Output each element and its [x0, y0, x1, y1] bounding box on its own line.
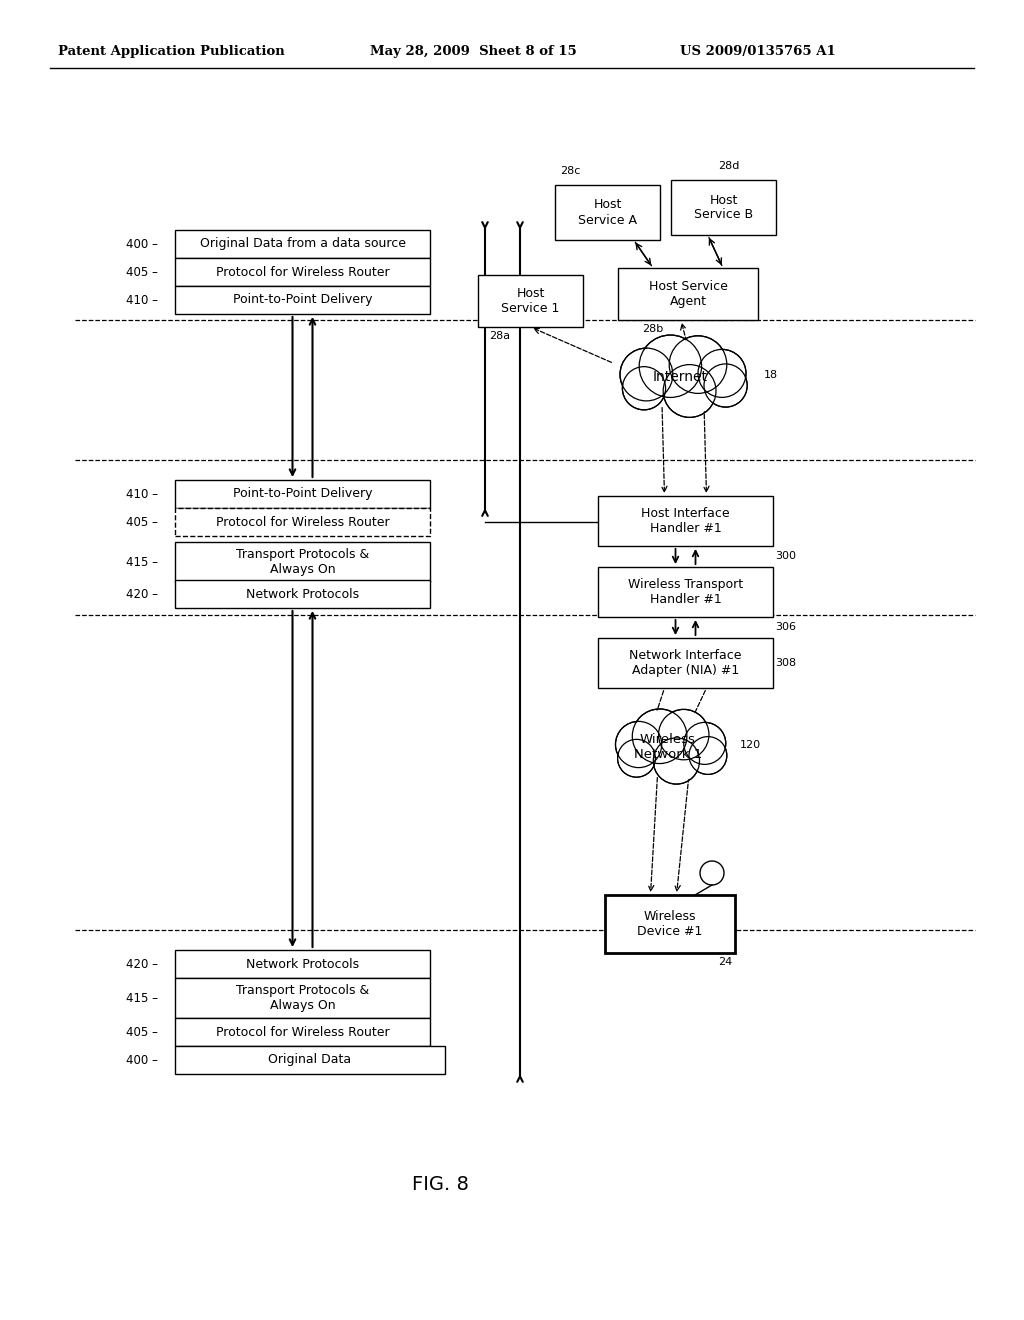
Text: Protocol for Wireless Router: Protocol for Wireless Router — [216, 516, 389, 528]
Circle shape — [690, 738, 725, 774]
Text: 308: 308 — [775, 657, 796, 668]
Circle shape — [642, 338, 699, 395]
Text: May 28, 2009  Sheet 8 of 15: May 28, 2009 Sheet 8 of 15 — [370, 45, 577, 58]
FancyBboxPatch shape — [605, 895, 735, 953]
Circle shape — [650, 350, 710, 411]
Text: 18: 18 — [764, 370, 778, 380]
Text: 405 –: 405 – — [126, 1026, 158, 1039]
Text: 420 –: 420 – — [126, 587, 158, 601]
Circle shape — [623, 350, 671, 399]
Text: Transport Protocols &
Always On: Transport Protocols & Always On — [236, 983, 369, 1012]
Text: Wireless
Network 1: Wireless Network 1 — [634, 733, 702, 762]
Text: Host Interface
Handler #1: Host Interface Handler #1 — [641, 507, 730, 535]
Text: 28d: 28d — [718, 161, 739, 172]
Text: 415 –: 415 – — [126, 991, 158, 1005]
Text: Network Protocols: Network Protocols — [246, 957, 359, 970]
Text: Protocol for Wireless Router: Protocol for Wireless Router — [216, 265, 389, 279]
FancyBboxPatch shape — [555, 185, 660, 240]
Text: Wireless Transport
Handler #1: Wireless Transport Handler #1 — [628, 578, 743, 606]
Text: Patent Application Publication: Patent Application Publication — [58, 45, 285, 58]
Circle shape — [706, 366, 745, 405]
Text: Network Protocols: Network Protocols — [246, 587, 359, 601]
Circle shape — [685, 725, 724, 763]
Circle shape — [664, 364, 716, 417]
Text: 28a: 28a — [489, 331, 511, 341]
Text: Host
Service B: Host Service B — [694, 194, 753, 222]
Text: 405 –: 405 – — [126, 265, 158, 279]
FancyBboxPatch shape — [175, 1045, 445, 1074]
FancyBboxPatch shape — [598, 568, 773, 616]
Circle shape — [623, 367, 666, 409]
FancyBboxPatch shape — [175, 230, 430, 257]
Circle shape — [653, 738, 699, 784]
Text: Host
Service 1: Host Service 1 — [502, 286, 560, 315]
Circle shape — [655, 739, 697, 783]
Circle shape — [615, 722, 662, 768]
Circle shape — [620, 348, 673, 401]
Text: 410 –: 410 – — [126, 293, 158, 306]
FancyBboxPatch shape — [175, 286, 430, 314]
Circle shape — [705, 364, 748, 407]
Text: 120: 120 — [739, 739, 761, 750]
Circle shape — [666, 367, 714, 416]
Text: FIG. 8: FIG. 8 — [412, 1176, 468, 1195]
Circle shape — [689, 737, 727, 775]
Text: 28b: 28b — [642, 323, 664, 334]
Text: Host
Service A: Host Service A — [578, 198, 637, 227]
Text: 306: 306 — [775, 622, 796, 632]
Circle shape — [620, 741, 654, 776]
Circle shape — [698, 350, 746, 397]
Text: Point-to-Point Delivery: Point-to-Point Delivery — [232, 293, 373, 306]
Text: 300: 300 — [775, 550, 796, 561]
Circle shape — [635, 711, 685, 762]
Text: Transport Protocols &
Always On: Transport Protocols & Always On — [236, 548, 369, 576]
Text: 400 –: 400 – — [126, 1053, 158, 1067]
Circle shape — [670, 335, 727, 393]
FancyBboxPatch shape — [671, 180, 776, 235]
FancyBboxPatch shape — [175, 257, 430, 286]
Text: Network Interface
Adapter (NIA) #1: Network Interface Adapter (NIA) #1 — [630, 649, 741, 677]
FancyBboxPatch shape — [478, 275, 583, 327]
Text: 420 –: 420 – — [126, 957, 158, 970]
Circle shape — [672, 338, 725, 391]
Circle shape — [632, 709, 687, 763]
Circle shape — [700, 351, 744, 396]
Circle shape — [617, 723, 659, 766]
Text: US 2009/0135765 A1: US 2009/0135765 A1 — [680, 45, 836, 58]
FancyBboxPatch shape — [175, 1018, 430, 1045]
Text: 28c: 28c — [560, 166, 581, 176]
FancyBboxPatch shape — [175, 950, 430, 978]
FancyBboxPatch shape — [598, 496, 773, 546]
FancyBboxPatch shape — [175, 579, 430, 609]
Text: 410 –: 410 – — [126, 487, 158, 500]
Circle shape — [642, 723, 694, 776]
Text: 24: 24 — [718, 957, 732, 968]
FancyBboxPatch shape — [175, 508, 430, 536]
Text: Original Data: Original Data — [268, 1053, 351, 1067]
Text: Internet: Internet — [652, 370, 708, 384]
FancyBboxPatch shape — [618, 268, 758, 319]
Text: Point-to-Point Delivery: Point-to-Point Delivery — [232, 487, 373, 500]
FancyBboxPatch shape — [175, 978, 430, 1018]
Circle shape — [658, 709, 709, 760]
FancyBboxPatch shape — [175, 543, 430, 582]
FancyBboxPatch shape — [598, 638, 773, 688]
Text: Host Service
Agent: Host Service Agent — [648, 280, 727, 308]
Circle shape — [617, 739, 655, 777]
FancyBboxPatch shape — [175, 480, 430, 508]
Text: 400 –: 400 – — [126, 238, 158, 251]
Circle shape — [625, 368, 664, 408]
Text: Wireless
Device #1: Wireless Device #1 — [637, 909, 702, 939]
Text: Protocol for Wireless Router: Protocol for Wireless Router — [216, 1026, 389, 1039]
Circle shape — [660, 711, 707, 758]
Text: Original Data from a data source: Original Data from a data source — [200, 238, 406, 251]
Circle shape — [684, 722, 726, 764]
Text: 405 –: 405 – — [126, 516, 158, 528]
Text: 415 –: 415 – — [126, 556, 158, 569]
Circle shape — [639, 335, 701, 397]
